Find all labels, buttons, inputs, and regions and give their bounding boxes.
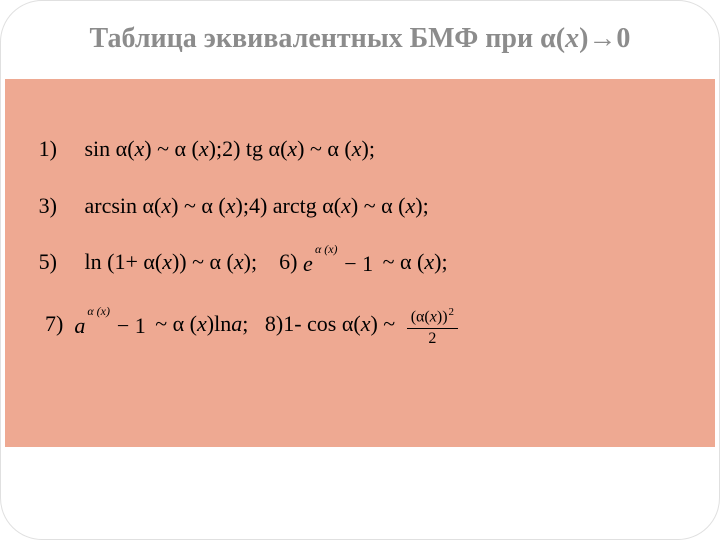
e-base: e [303, 251, 313, 276]
item-number-6: 6) [279, 249, 297, 274]
e-sup: α (x) [315, 242, 338, 258]
a-sup: α (x) [87, 304, 110, 320]
r1-x1: х [135, 136, 145, 161]
fraction-denominator: 2 [407, 329, 458, 347]
r1-e: ); [362, 136, 375, 161]
item-number-5: 5) [29, 248, 57, 277]
r7-cos-a: 1- cos α( [283, 312, 361, 337]
expr-fraction: (α(x))2 2 [407, 306, 458, 346]
title-alpha: α [540, 23, 556, 54]
row-1-2: 1) sin α(х) ~ α (х);2) tg α(х) ~ α (х); [67, 135, 675, 164]
r3-x3: х [341, 193, 351, 218]
a-minus1: − 1 [117, 313, 146, 338]
r1-sep: 2) tg α( [222, 136, 287, 161]
r7-mid-c: ; [242, 312, 248, 337]
r3-d: ) ~ α ( [351, 193, 406, 218]
title-container: Таблица эквивалентных БМФ при α(х)→0 [29, 21, 691, 56]
r1-a: sin α( [85, 136, 135, 161]
equations-list: 1) sin α(х) ~ α (х);2) tg α(х) ~ α (х); … [67, 135, 675, 347]
r3-b: ) ~ α ( [171, 193, 226, 218]
r3-sep: 4) arctg α( [249, 193, 341, 218]
item-number-1: 1) [29, 135, 57, 164]
r7-lna: a [231, 312, 242, 337]
e-minus1: − 1 [344, 251, 373, 276]
r5-b: )) ~ α ( [172, 249, 234, 274]
title-open: ( [556, 23, 565, 54]
r7-cos-b: ) ~ [370, 312, 400, 337]
r3-x2: х [226, 193, 236, 218]
r3-x4: х [405, 193, 415, 218]
r5-tail-a: ~ α ( [383, 249, 425, 274]
row-5-6: 5) ln (1+ α(х)) ~ α (х); 6) e α (x) − 1 … [67, 248, 675, 278]
r3-a: arcsin α( [85, 193, 162, 218]
r3-e: ); [415, 193, 428, 218]
fnum-x: x [430, 309, 437, 326]
r5-x1: х [162, 249, 172, 274]
item-number-3: 3) [29, 192, 57, 221]
r5-tail-b: ); [434, 249, 447, 274]
fnum-pow: 2 [449, 306, 455, 318]
r7-mid-b: )ln [207, 312, 231, 337]
r3-x1: х [161, 193, 171, 218]
page-title: Таблица эквивалентных БМФ при α(х)→0 [29, 21, 691, 56]
e-power: e α (x) [303, 250, 313, 279]
r5-x2: х [234, 249, 244, 274]
r7-mid-x: х [197, 312, 207, 337]
fnum-open: (α( [411, 309, 430, 326]
fraction-numerator: (α(x))2 [407, 306, 458, 328]
r1-x3: х [287, 136, 297, 161]
item-number-7: 7) [45, 312, 63, 337]
title-close: )→0 [579, 23, 630, 54]
title-text-prefix: Таблица эквивалентных БМФ при [90, 23, 541, 54]
title-x: х [565, 23, 579, 54]
r1-c: ); [209, 136, 222, 161]
expr-a-alpha: a α (x) − 1 [74, 312, 149, 341]
slide-frame: Таблица эквивалентных БМФ при α(х)→0 1) … [0, 0, 720, 540]
a-power: a α (x) [74, 312, 85, 341]
r5-c: ); [244, 249, 257, 274]
row-3-4: 3) arcsin α(х) ~ α (х);4) arctg α(х) ~ α… [67, 192, 675, 221]
item-number-8: 8) [265, 312, 283, 337]
r7-cos-x: х [361, 312, 371, 337]
expr-e-alpha: e α (x) − 1 [303, 250, 377, 279]
content-panel: 1) sin α(х) ~ α (х);2) tg α(х) ~ α (х); … [5, 79, 715, 447]
fnum-close: )) [437, 309, 448, 326]
a-base: a [74, 313, 85, 338]
r7-mid-a: ~ α ( [155, 312, 197, 337]
r5-tail-x: х [424, 249, 434, 274]
r1-x2: х [199, 136, 209, 161]
r1-x4: х [352, 136, 362, 161]
r3-c: ); [236, 193, 249, 218]
r1-d: ) ~ α ( [297, 136, 352, 161]
row-7-8: 7) a α (x) − 1 ~ α (х)lna; 8)1- cos α(х)… [45, 306, 675, 346]
r5-a: ln (1+ α( [85, 249, 163, 274]
r1-b: ) ~ α ( [144, 136, 199, 161]
